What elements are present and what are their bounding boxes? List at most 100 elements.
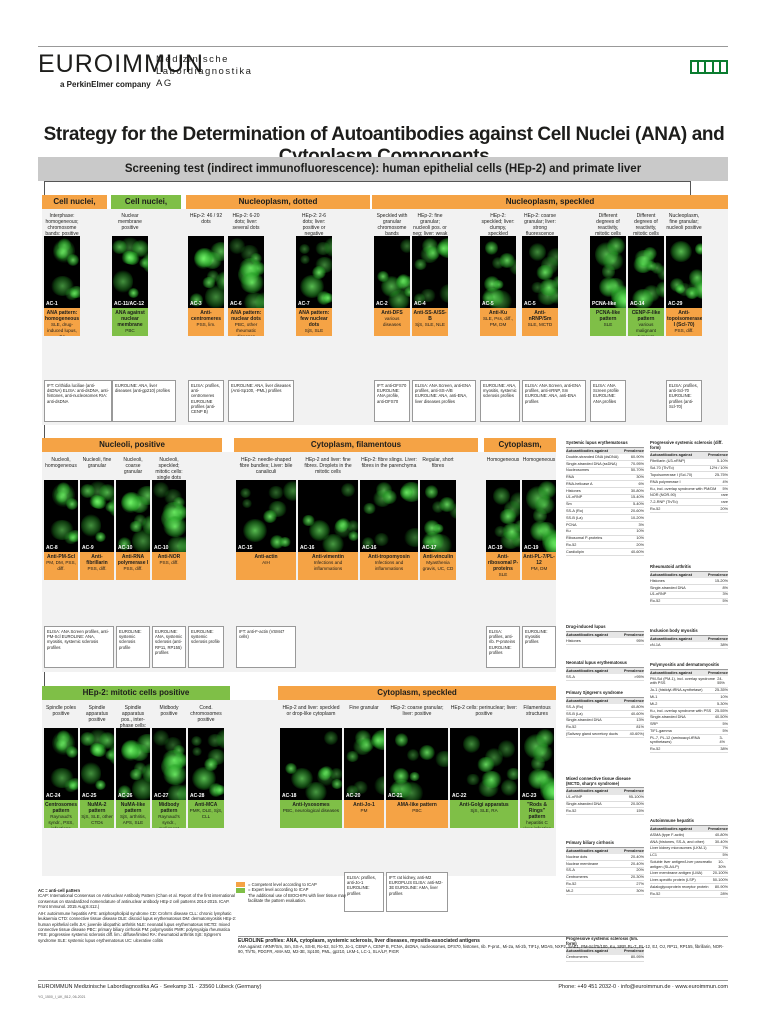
cell-blob bbox=[204, 758, 218, 772]
cell-blob bbox=[684, 287, 699, 299]
cell-blob bbox=[163, 516, 186, 537]
test-info-box: IFT: rat kidney, anti-M2 EUROPLUS ELISA:… bbox=[386, 872, 448, 912]
ac-code-label: AC-19 bbox=[488, 545, 503, 551]
cell-blob bbox=[536, 521, 556, 537]
table-row: RNA 30% bbox=[566, 475, 644, 482]
table-row: SS-A >95% bbox=[566, 674, 644, 681]
result-box: Anti-vimentin Infections and inflammation… bbox=[298, 552, 358, 580]
table-header: Autoantibodies against Prevalence bbox=[566, 847, 644, 855]
cell-blob bbox=[655, 280, 664, 298]
pattern-column: HEp-2 and liver: speckled or drop-like c… bbox=[280, 704, 342, 828]
antigen-cell: Mi-2 bbox=[566, 888, 574, 893]
antigen-cell: SS-A (Ro) bbox=[566, 704, 584, 709]
result-box: Anti-tropomyosin Infections and inflammat… bbox=[360, 552, 418, 580]
disease-text: SLE, MCTD bbox=[527, 322, 553, 327]
section-nucleoplasm-dotted: Nucleoplasm, dotted bbox=[186, 195, 370, 209]
fluorescence-image: AC-28 bbox=[188, 728, 224, 800]
result-name: Anti-ribosomal P-proteins bbox=[487, 554, 519, 572]
cell-blob bbox=[215, 271, 224, 292]
column-header: Autoantibodies against bbox=[650, 572, 692, 577]
column-header: Prevalence bbox=[707, 636, 728, 641]
column-header: Prevalence bbox=[707, 670, 728, 675]
table-row: Centromeres 80-95% bbox=[566, 955, 644, 962]
cell-blob bbox=[485, 241, 499, 255]
table-row: RNA-helicase A 6% bbox=[566, 481, 644, 489]
fluorescence-image: AC-23 bbox=[520, 728, 554, 800]
cell-blob bbox=[529, 243, 546, 261]
section-mitotic-cells: HEp-2: mitotic cells positive bbox=[42, 686, 230, 700]
pattern-caption: Homogeneous bbox=[522, 457, 556, 463]
cell-blob bbox=[321, 293, 332, 304]
fluorescence-image: AC-27 bbox=[152, 728, 186, 800]
column-header: Prevalence bbox=[623, 668, 644, 673]
disease-text: various diseases bbox=[382, 316, 402, 327]
pattern-caption: Midbody positive bbox=[159, 705, 179, 717]
fluorescence-image: AC-19 bbox=[522, 480, 556, 552]
cell-blob bbox=[399, 485, 414, 500]
cell-blob bbox=[53, 484, 73, 505]
header-rule bbox=[38, 46, 728, 47]
cell-blob bbox=[439, 497, 456, 513]
prevalence-cell: 38% bbox=[720, 747, 728, 751]
lab-line-2: Labordiagnostika bbox=[156, 66, 253, 77]
table-row: Single-stranded DNA 8% bbox=[650, 585, 728, 592]
cell-blob bbox=[129, 768, 143, 780]
prevalence-cell: 50-100% bbox=[712, 878, 728, 883]
ac-code-label: AC-21 bbox=[388, 793, 403, 799]
prevalence-cell: 40-50% bbox=[714, 715, 728, 720]
table-header: Autoantibodies against Prevalence bbox=[566, 948, 644, 955]
section-cytoplasm-homogeneous: Cytoplasm, homogen. bbox=[484, 438, 556, 463]
cell-blob bbox=[166, 783, 186, 800]
cell-blob bbox=[674, 284, 686, 294]
cell-blob bbox=[55, 739, 67, 751]
pattern-caption: HEp-2 and liver: speckled or drop-like c… bbox=[282, 705, 340, 717]
pattern-caption: Cond. chromosomes positive bbox=[190, 705, 222, 723]
table-row: Topoisomerase I (Scl-70) 25-75% bbox=[650, 472, 728, 480]
cell-blob bbox=[67, 254, 79, 267]
cell-blob bbox=[382, 490, 397, 505]
table-row: Cardiolipin 40-60% bbox=[566, 549, 644, 556]
table-row: SRP 5% bbox=[650, 721, 728, 729]
antigen-cell: Ro-52 bbox=[566, 725, 577, 730]
cell-blob bbox=[403, 287, 410, 298]
cell-blob bbox=[484, 275, 501, 293]
cell-blob bbox=[243, 291, 264, 308]
table-row: Single-stranded DNA 40-50% bbox=[650, 715, 728, 722]
test-info-box: IFT: anti-F-actin (VSM47 cells) bbox=[236, 626, 296, 668]
antigen-cell: Ro-52 bbox=[650, 506, 661, 511]
prevalence-cell: 20% bbox=[636, 868, 644, 873]
antigen-cell: Histones bbox=[650, 578, 665, 583]
prevalence-table: Progressive systemic sclerosis (diff. fo… bbox=[650, 440, 728, 514]
column-header: Prevalence bbox=[623, 448, 644, 453]
disease-text: SLE, drug-induced lupus, JIA bbox=[47, 322, 77, 336]
pattern-caption: Nuclear membrane positive bbox=[118, 213, 142, 231]
column-header: Prevalence bbox=[707, 453, 728, 458]
table-title: Progressive systemic sclerosis (diff. fo… bbox=[650, 440, 728, 453]
table-row: Histones 15-20% bbox=[650, 578, 728, 585]
cell-blob bbox=[408, 771, 421, 782]
result-name: Anti-tropomyosin bbox=[368, 554, 410, 560]
cell-blob bbox=[481, 770, 503, 789]
header: EUROIMMUN a PerkinElmer company Medizini… bbox=[38, 46, 728, 106]
cell-blob bbox=[605, 277, 625, 293]
pattern-caption: Nucleoli, homogeneous bbox=[45, 457, 77, 469]
cell-blob bbox=[389, 784, 402, 797]
cell-blob bbox=[320, 766, 334, 779]
pattern-caption: HEp-2: fibre slings. Liver: fibres in th… bbox=[361, 457, 417, 469]
legend-note: The additional use of BIOCHIPs with live… bbox=[248, 892, 346, 904]
cell-blob bbox=[192, 767, 216, 791]
cell-blob bbox=[492, 487, 510, 505]
prevalence-cell: 20-40% bbox=[630, 854, 644, 859]
test-info-box: ELISA: ANA Screen profile EUROLINE: ANA … bbox=[590, 380, 626, 422]
ac-code-label: AC-15 bbox=[238, 545, 253, 551]
cell-blob bbox=[494, 525, 508, 538]
prevalence-cell: 80-90% bbox=[714, 884, 728, 889]
cell-blob bbox=[466, 773, 480, 786]
table-row: Ku, incl. overlap syndrome with PSS 25-55… bbox=[650, 708, 728, 715]
antigen-cell: Histones bbox=[566, 638, 581, 643]
prevalence-cell: 7% bbox=[722, 846, 729, 851]
legend-icap: ICAP: International Consensus on Antinuc… bbox=[38, 893, 235, 909]
test-info-box: EUROLINE: ANA, liver diseases (Anti-Sp10… bbox=[228, 380, 294, 422]
prevalence-cell: 20% bbox=[636, 542, 644, 547]
cell-blob bbox=[132, 529, 150, 552]
